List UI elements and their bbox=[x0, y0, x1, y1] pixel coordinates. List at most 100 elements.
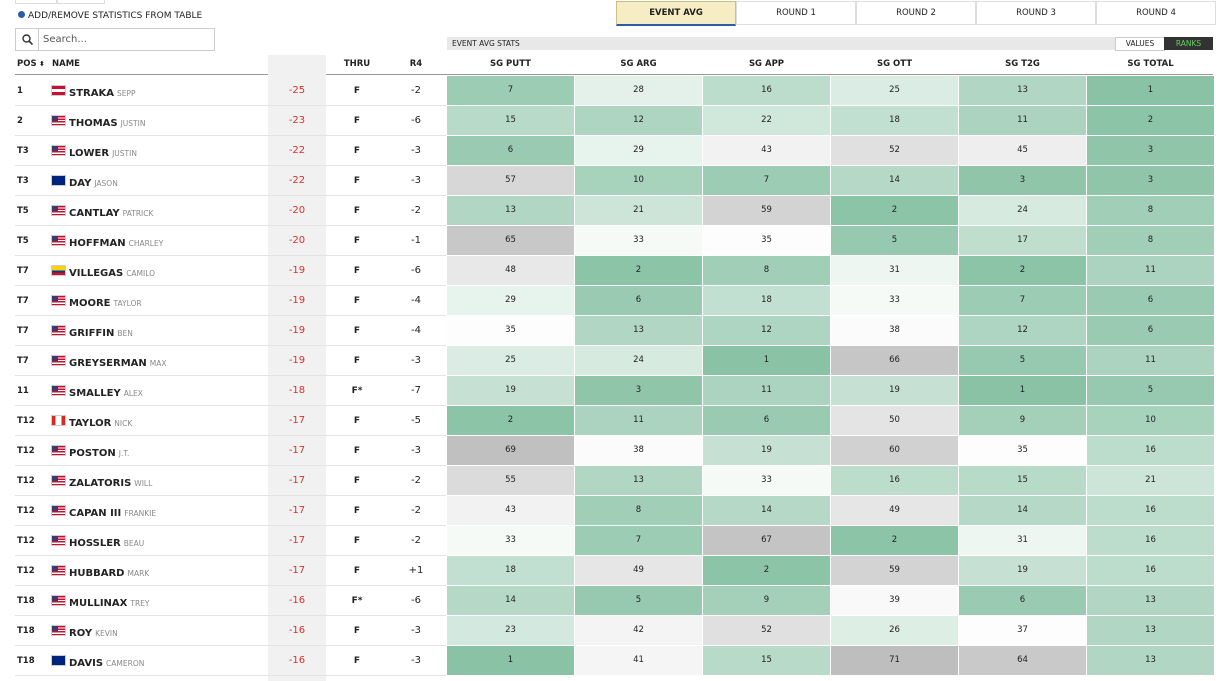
flag bbox=[52, 86, 65, 95]
total: -20 bbox=[288, 205, 306, 216]
player-name: HOSSLER BEAU bbox=[69, 526, 144, 559]
row[interactable]: T12 TAYLOR NICK -17 F -5 2 11 6 50 9 10 bbox=[0, 406, 1222, 436]
flag bbox=[52, 416, 65, 425]
stat-rank: 43 bbox=[447, 496, 574, 525]
total: -19 bbox=[288, 265, 306, 276]
total: -22 bbox=[288, 145, 306, 156]
row[interactable]: T18 ROY KEVIN -16 F -3 23 42 52 26 37 13 bbox=[0, 616, 1222, 646]
stat-rank: 18 bbox=[447, 556, 574, 585]
column-header[interactable]: POS ⬍ bbox=[17, 59, 45, 69]
pos: T5 bbox=[17, 236, 29, 246]
stat-rank: 13 bbox=[959, 76, 1086, 105]
last-name: MULLINAX bbox=[69, 598, 128, 609]
player-name: GREYSERMAN MAX bbox=[69, 346, 167, 379]
last-name: VILLEGAS bbox=[69, 268, 124, 279]
r4: -3 bbox=[411, 145, 421, 156]
row[interactable]: 1 STRAKA SEPP -25 F -2 7 28 16 25 13 1 bbox=[0, 76, 1222, 106]
row[interactable]: T12 CAPAN III FRANKIE -17 F -2 43 8 14 49 14 16 bbox=[0, 496, 1222, 526]
row-border bbox=[15, 375, 446, 376]
row[interactable]: T18 DAVIS CAMERON -16 F -3 1 41 15 71 64 13 bbox=[0, 646, 1222, 676]
r4: -3 bbox=[411, 175, 421, 186]
row[interactable]: T12 POSTON J.T. -17 F -3 69 38 19 60 35 16 bbox=[0, 436, 1222, 466]
stat-rank: 7 bbox=[447, 76, 574, 105]
row[interactable]: T5 CANTLAY PATRICK -20 F -2 13 21 59 2 24 8 bbox=[0, 196, 1222, 226]
column-header: R4 bbox=[409, 59, 423, 69]
row[interactable]: T7 MOORE TAYLOR -19 F -4 29 6 18 33 7 6 bbox=[0, 286, 1222, 316]
tab[interactable]: ROUND 2 bbox=[856, 1, 976, 25]
row[interactable]: T3 DAY JASON -22 F -3 57 10 7 14 3 3 bbox=[0, 166, 1222, 196]
row-border bbox=[15, 105, 446, 106]
thru: F bbox=[353, 236, 361, 246]
stat-rank: 23 bbox=[447, 616, 574, 645]
stats-bar: EVENT AVG STATS VALUES RANKS bbox=[447, 37, 1213, 51]
sort-icon: ⬍ bbox=[36, 60, 45, 68]
row-border bbox=[15, 225, 446, 226]
row[interactable]: T12 HOSSLER BEAU -17 F -2 33 7 67 2 31 16 bbox=[0, 526, 1222, 556]
flag bbox=[52, 446, 65, 455]
toggle-ranks[interactable]: RANKS bbox=[1164, 37, 1213, 50]
toggle-values[interactable]: VALUES bbox=[1115, 37, 1165, 51]
row-border bbox=[15, 255, 446, 256]
thru: F bbox=[353, 266, 361, 276]
row[interactable]: T12 ZALATORIS WILL -17 F -2 55 13 33 16 15 21 bbox=[0, 466, 1222, 496]
thru: F bbox=[353, 476, 361, 486]
stat-rank: 35 bbox=[703, 226, 830, 255]
stat-rank: 31 bbox=[831, 256, 958, 285]
player-name: MOORE TAYLOR bbox=[69, 286, 142, 319]
add-remove-link[interactable]: ADD/REMOVE STATISTICS FROM TABLE bbox=[18, 11, 202, 21]
pos: T3 bbox=[17, 146, 29, 156]
stat-rank: 37 bbox=[959, 616, 1086, 645]
stat-rank: 49 bbox=[575, 556, 702, 585]
row[interactable]: T7 GREYSERMAN MAX -19 F -3 25 24 1 66 5 11 bbox=[0, 346, 1222, 376]
flag bbox=[52, 656, 65, 665]
row[interactable]: T12 HUBBARD MARK -17 F +1 18 49 2 59 19 16 bbox=[0, 556, 1222, 586]
r4: -2 bbox=[411, 475, 421, 486]
first-name: JUSTIN bbox=[120, 119, 146, 128]
stat-rank: 5 bbox=[575, 586, 702, 615]
stat-rank: 45 bbox=[959, 136, 1086, 165]
stat-rank: 22 bbox=[703, 106, 830, 135]
pos: T12 bbox=[17, 476, 35, 486]
first-name: CAMERON bbox=[106, 659, 145, 668]
first-name: NICK bbox=[114, 419, 133, 428]
stat-rank: 18 bbox=[831, 106, 958, 135]
row[interactable]: T18 MULLINAX TREY -16 F* -6 14 5 9 39 6 13 bbox=[0, 586, 1222, 616]
row[interactable]: T7 GRIFFIN BEN -19 F -4 35 13 12 38 12 6 bbox=[0, 316, 1222, 346]
header-border bbox=[15, 74, 1213, 75]
r4: -4 bbox=[411, 325, 421, 336]
stat-rank: 2 bbox=[703, 556, 830, 585]
stat-rank: 13 bbox=[1087, 616, 1214, 645]
stat-rank: 29 bbox=[447, 286, 574, 315]
stat-rank: 10 bbox=[575, 166, 702, 195]
stat-rank: 16 bbox=[1087, 556, 1214, 585]
tab[interactable]: ROUND 4 bbox=[1096, 1, 1216, 25]
stat-rank: 65 bbox=[447, 226, 574, 255]
row-border bbox=[15, 495, 446, 496]
row[interactable]: T5 HOFFMAN CHARLEY -20 F -1 65 33 35 5 17 8 bbox=[0, 226, 1222, 256]
stat-rank: 1 bbox=[959, 376, 1086, 405]
total: -17 bbox=[288, 415, 306, 426]
stat-rank: 16 bbox=[703, 76, 830, 105]
row[interactable]: 11 SMALLEY ALEX -18 F* -7 19 3 11 19 1 5 bbox=[0, 376, 1222, 406]
stat-header: SG TOTAL bbox=[1127, 59, 1174, 69]
tab[interactable]: EVENT AVG bbox=[616, 1, 736, 26]
search-box[interactable]: Search... bbox=[15, 28, 215, 51]
row[interactable]: T7 VILLEGAS CAMILO -19 F -6 48 2 8 31 2 11 bbox=[0, 256, 1222, 286]
row[interactable]: T3 LOWER JUSTIN -22 F -3 6 29 43 52 45 3 bbox=[0, 136, 1222, 166]
stat-rank: 11 bbox=[575, 406, 702, 435]
first-name: MARK bbox=[127, 569, 150, 578]
stat-header: SG T2G bbox=[1005, 59, 1040, 69]
row-border bbox=[15, 615, 446, 616]
tab[interactable]: ROUND 1 bbox=[736, 1, 856, 25]
total: -17 bbox=[288, 535, 306, 546]
r4: -2 bbox=[411, 535, 421, 546]
pos: T7 bbox=[17, 356, 29, 366]
flag bbox=[52, 296, 65, 305]
row-border bbox=[15, 675, 446, 676]
player-name: DAVIS CAMERON bbox=[69, 646, 144, 679]
thru: F bbox=[353, 446, 361, 456]
row[interactable]: 2 THOMAS JUSTIN -23 F -6 15 12 22 18 11 2 bbox=[0, 106, 1222, 136]
tab[interactable]: ROUND 3 bbox=[976, 1, 1096, 25]
last-name: GREYSERMAN bbox=[69, 358, 147, 369]
last-name: HOSSLER bbox=[69, 538, 121, 549]
